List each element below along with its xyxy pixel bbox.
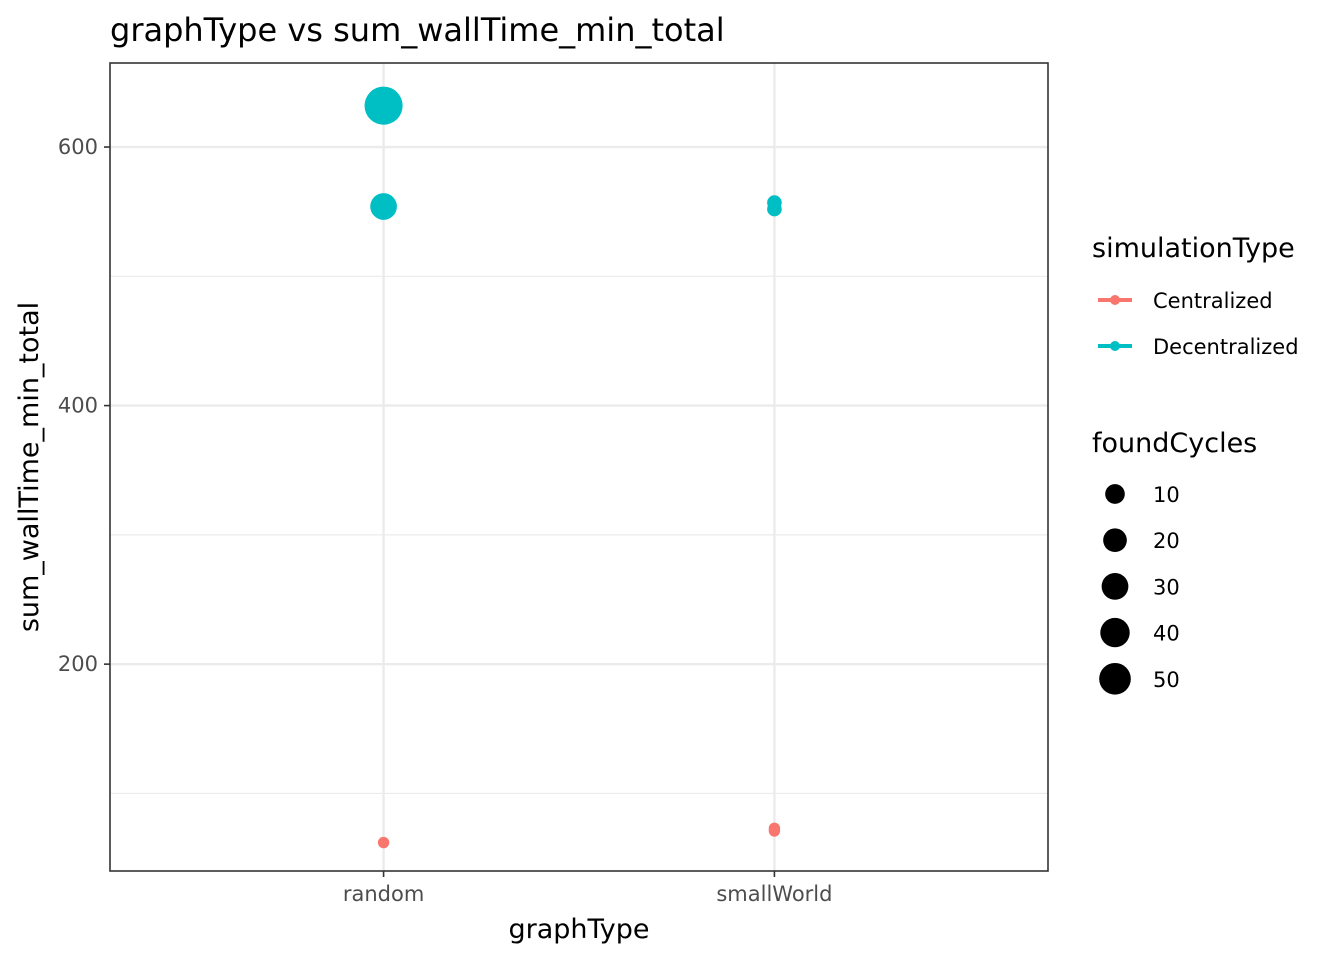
x-axis-title: graphType	[508, 914, 649, 945]
legend-color-keys: Centralized Decentralized	[1098, 289, 1299, 359]
data-point	[377, 836, 390, 849]
legend-color-label: Decentralized	[1153, 335, 1299, 359]
legend-color-dot	[1110, 295, 1120, 305]
legend-size-title: foundCycles	[1092, 428, 1257, 459]
chart-title: graphType vs sum_wallTime_min_total	[110, 11, 725, 49]
y-tick-label: 200	[58, 652, 98, 676]
data-point	[364, 86, 403, 125]
data-points	[364, 86, 782, 849]
legend-size-label: 30	[1153, 575, 1180, 599]
plot-background	[110, 63, 1048, 871]
y-tick-label: 600	[58, 135, 98, 159]
legend-size-dot	[1099, 662, 1131, 695]
data-point	[767, 201, 782, 217]
data-point	[768, 822, 781, 835]
legend-size-label: 10	[1153, 483, 1180, 507]
legend-size-label: 20	[1153, 529, 1180, 553]
x-axis-ticks: random smallWorld	[343, 871, 832, 906]
y-axis-ticks: 200 400 600	[58, 135, 110, 676]
legend-size-label: 40	[1153, 622, 1180, 646]
legend: simulationType CentralizedDecentralized …	[1092, 233, 1299, 695]
legend-size-dot	[1105, 484, 1125, 504]
x-tick-label: random	[343, 882, 424, 906]
legend-size-keys: 10 20 30 40 50	[1099, 483, 1180, 695]
y-tick-label: 400	[58, 394, 98, 418]
legend-size-label: 50	[1153, 668, 1180, 692]
legend-color-dot	[1110, 341, 1120, 351]
data-point	[370, 193, 397, 220]
legend-size-dot	[1101, 573, 1129, 600]
plot-border	[109, 62, 1049, 872]
y-axis-title: sum_wallTime_min_total	[14, 302, 45, 632]
x-tick-label: smallWorld	[716, 882, 832, 906]
legend-size-dot	[1103, 528, 1127, 553]
legend-color-label: Centralized	[1153, 289, 1273, 313]
legend-size-dot	[1100, 617, 1130, 648]
legend-color-title: simulationType	[1092, 233, 1295, 264]
